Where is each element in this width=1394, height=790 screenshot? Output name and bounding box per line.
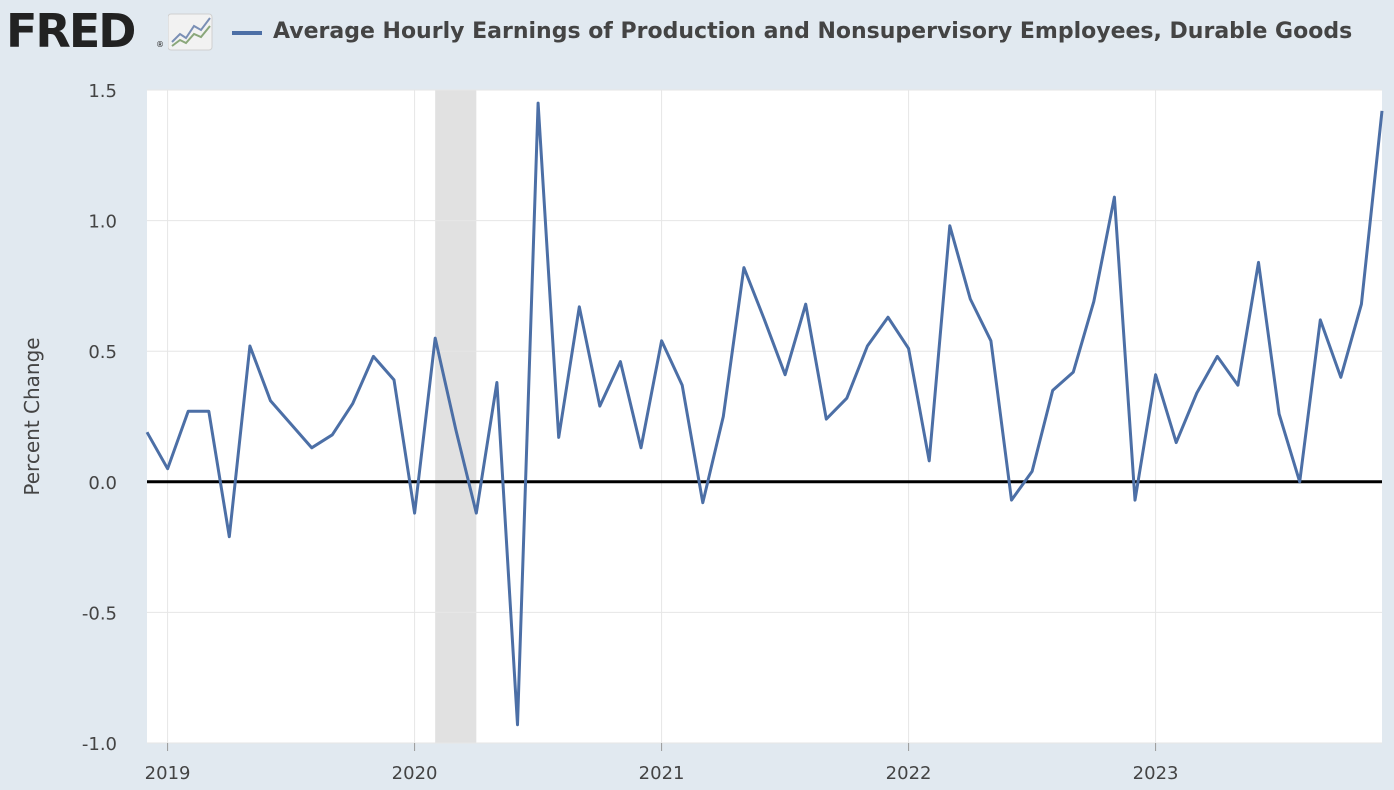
data-point <box>454 428 457 431</box>
data-point <box>516 723 519 726</box>
data-point <box>948 224 951 227</box>
data-point <box>784 373 787 376</box>
data-point <box>331 433 334 436</box>
data-point <box>969 297 972 300</box>
plot-area <box>147 90 1382 743</box>
data-point <box>763 318 766 321</box>
data-point <box>413 512 416 515</box>
data-point <box>1175 441 1178 444</box>
data-point <box>1031 470 1034 473</box>
data-point <box>557 436 560 439</box>
data-point <box>989 339 992 342</box>
data-point <box>804 303 807 306</box>
data-point <box>495 381 498 384</box>
data-point <box>372 355 375 358</box>
data-point <box>146 431 149 434</box>
registered-mark: ® <box>156 40 164 49</box>
data-point <box>351 402 354 405</box>
data-point <box>907 347 910 350</box>
legend-swatch <box>232 31 262 35</box>
y-tick-label: 1.5 <box>88 81 117 102</box>
y-tick-label: 0.0 <box>88 473 117 494</box>
recession-band <box>435 90 477 743</box>
x-tick-label: 2020 <box>392 763 438 784</box>
data-point <box>393 378 396 381</box>
y-tick-label: 0.5 <box>88 342 117 363</box>
data-point <box>1113 196 1116 199</box>
data-point <box>640 446 643 449</box>
data-point <box>1154 373 1157 376</box>
data-point <box>681 384 684 387</box>
data-point <box>290 423 293 426</box>
data-point <box>1195 391 1198 394</box>
data-point <box>1216 355 1219 358</box>
data-point <box>1092 300 1095 303</box>
data-point <box>207 410 210 413</box>
data-point <box>742 266 745 269</box>
data-point <box>825 418 828 421</box>
data-point <box>598 405 601 408</box>
data-point <box>722 415 725 418</box>
fred-chart-icon[interactable] <box>168 12 214 52</box>
y-tick-label: -0.5 <box>82 603 117 624</box>
x-tick-label: 2023 <box>1133 763 1179 784</box>
data-point <box>660 339 663 342</box>
data-point <box>619 360 622 363</box>
data-point <box>310 446 313 449</box>
series-line <box>145 101 1384 727</box>
fred-logo[interactable]: FRED <box>6 4 136 58</box>
data-point <box>1051 389 1054 392</box>
data-point <box>187 410 190 413</box>
data-point <box>228 535 231 538</box>
data-point <box>1319 318 1322 321</box>
y-axis-title: Percent Change <box>20 337 44 495</box>
data-point <box>578 305 581 308</box>
data-point <box>1257 261 1260 264</box>
series-title: Average Hourly Earnings of Production an… <box>273 19 1353 44</box>
data-point <box>1339 376 1342 379</box>
x-tick-label: 2019 <box>145 763 191 784</box>
data-point <box>537 102 540 105</box>
data-point <box>1381 109 1384 112</box>
data-point <box>248 344 251 347</box>
data-point <box>1360 303 1363 306</box>
data-point <box>434 337 437 340</box>
data-point <box>866 344 869 347</box>
data-point <box>475 512 478 515</box>
y-tick-label: -1.0 <box>82 734 117 755</box>
data-point <box>1072 371 1075 374</box>
data-point <box>887 316 890 319</box>
data-point <box>928 459 931 462</box>
data-point <box>1236 384 1239 387</box>
data-point <box>1278 412 1281 415</box>
data-point <box>701 501 704 504</box>
x-tick-label: 2021 <box>639 763 685 784</box>
y-tick-label: 1.0 <box>88 212 117 233</box>
header: FRED ® Average Hourly Earnings of Produc… <box>0 0 1394 70</box>
data-point <box>1134 499 1137 502</box>
data-point <box>1010 499 1013 502</box>
data-point <box>845 397 848 400</box>
x-tick-label: 2022 <box>886 763 932 784</box>
data-point <box>1298 480 1301 483</box>
data-point <box>166 467 169 470</box>
data-point <box>269 399 272 402</box>
